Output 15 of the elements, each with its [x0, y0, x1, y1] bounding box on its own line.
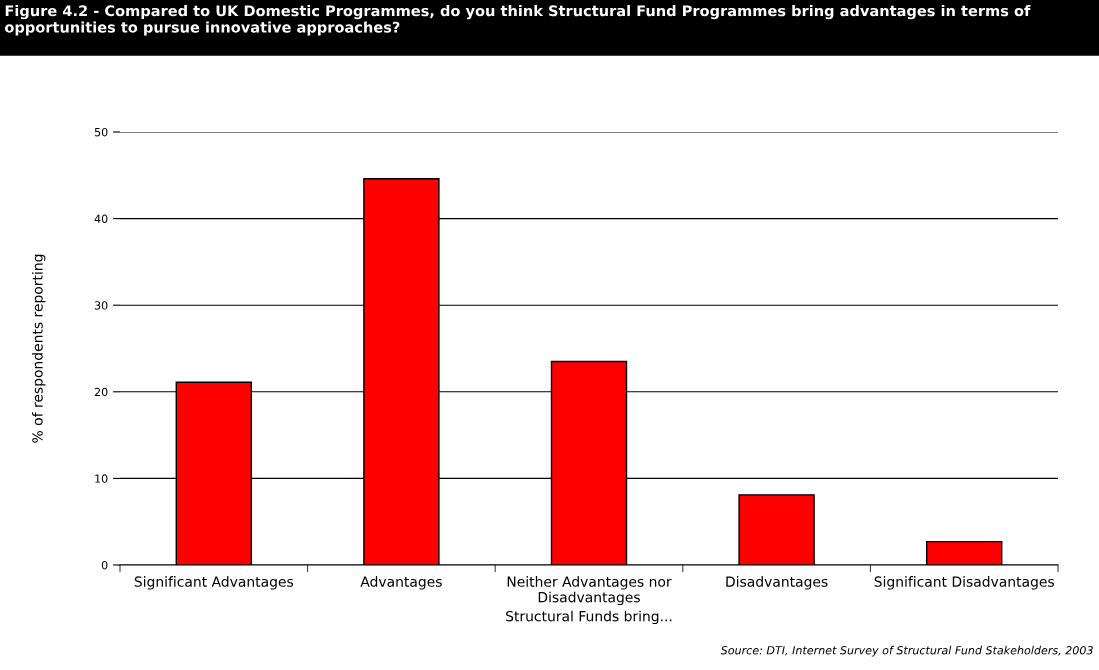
source-note: Source: DTI, Internet Survey of Structural Fund Stakeholders, 2003	[720, 645, 1093, 657]
x-tick-label: Significant Advantages	[134, 576, 294, 590]
x-tick-label: Disadvantages	[726, 576, 828, 590]
y-tick-label: 20	[94, 387, 108, 397]
x-tick-label: Neither Advantages nor Disadvantages	[507, 576, 672, 606]
x-tick-label: Significant Disadvantages	[874, 576, 1054, 590]
y-tick-label: 0	[101, 560, 108, 570]
y-axis-title: % of respondents reporting	[32, 254, 46, 443]
y-tick-label: 10	[95, 474, 108, 483]
y-tick-label: 40	[94, 214, 108, 223]
x-tick-label: Advantages	[360, 576, 442, 590]
chart-title: Figure 4.2 - Compared to UK Domestic Programmes, do you think Structural Fund Programmes bring advantages in terms of opportunities to pursue innovative approaches?	[5, 5, 1031, 36]
y-tick-label: 50	[94, 127, 108, 137]
y-tick-label: 30	[94, 301, 108, 310]
x-axis-title: Structural Funds bring...	[506, 610, 672, 625]
